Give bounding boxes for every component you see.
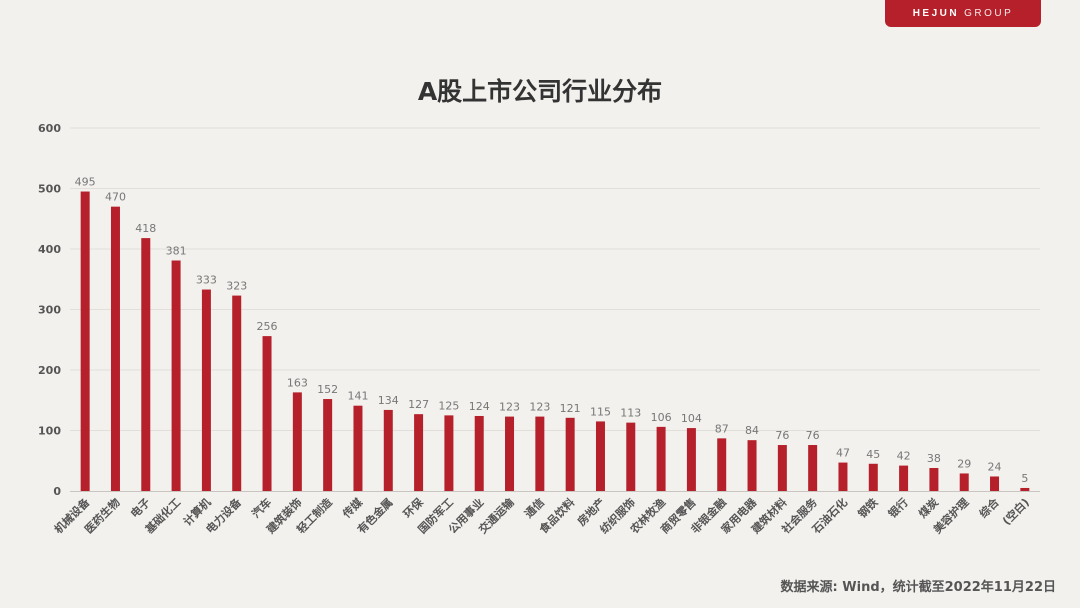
data-label: 24 — [988, 460, 1002, 473]
x-tick-label: 传媒 — [339, 495, 366, 522]
y-tick-label: 300 — [38, 304, 61, 317]
bar — [353, 405, 363, 491]
data-label: 115 — [590, 405, 611, 418]
data-label: 256 — [257, 320, 278, 333]
bar — [232, 295, 242, 491]
bar — [474, 415, 484, 491]
bar — [171, 260, 181, 491]
data-label: 123 — [529, 401, 550, 414]
data-label: 323 — [226, 280, 247, 293]
x-tick-label: 综合 — [976, 495, 1002, 521]
bar — [444, 415, 454, 491]
data-label: 134 — [378, 394, 399, 407]
x-tick-label: (空白) — [999, 495, 1032, 528]
x-tick-label: 通信 — [522, 495, 547, 520]
data-label: 141 — [347, 390, 368, 403]
x-tick-label: 汽车 — [249, 495, 274, 520]
data-label: 29 — [957, 457, 971, 470]
data-label: 84 — [745, 424, 759, 437]
y-tick-label: 600 — [38, 122, 61, 135]
data-label: 47 — [836, 447, 850, 460]
y-tick-label: 400 — [38, 243, 61, 256]
bar — [262, 336, 272, 491]
data-label: 76 — [806, 429, 820, 442]
bar — [141, 238, 151, 491]
data-label: 76 — [775, 429, 789, 442]
bar — [777, 445, 787, 491]
x-tick-label: 煤炭 — [916, 495, 941, 520]
bar — [899, 465, 909, 491]
bar — [595, 421, 605, 491]
bar — [626, 422, 636, 491]
bar — [717, 438, 727, 491]
brand-suffix: GROUP — [964, 8, 1014, 19]
bar — [838, 462, 848, 491]
bar — [535, 416, 545, 491]
data-label: 124 — [469, 400, 490, 413]
bar — [959, 473, 969, 491]
bar — [868, 463, 878, 491]
data-label: 38 — [927, 452, 941, 465]
bar — [686, 428, 696, 491]
data-label: 5 — [1021, 472, 1028, 485]
bar — [292, 392, 302, 491]
x-tick-label: 电子 — [127, 495, 152, 520]
bar — [808, 445, 818, 491]
brand-badge: HEJUN GROUP — [885, 0, 1041, 27]
x-tick-label: 银行 — [885, 495, 910, 520]
data-label: 45 — [866, 448, 880, 461]
data-label: 113 — [620, 407, 641, 420]
bar — [505, 416, 515, 491]
data-label: 333 — [196, 274, 217, 287]
brand-name: HEJUN — [912, 8, 960, 19]
data-label: 127 — [408, 398, 429, 411]
data-label: 121 — [560, 402, 581, 415]
data-label: 123 — [499, 401, 520, 414]
bar — [201, 289, 211, 491]
bar — [565, 417, 575, 491]
data-label: 42 — [897, 450, 911, 463]
bar — [80, 191, 90, 491]
y-tick-label: 100 — [38, 425, 61, 438]
data-label: 87 — [715, 422, 729, 435]
data-label: 125 — [438, 399, 459, 412]
data-label: 418 — [135, 222, 156, 235]
x-tick-label: 环保 — [400, 495, 426, 521]
x-tick-label: 钢铁 — [855, 495, 880, 520]
bar — [110, 206, 120, 491]
y-tick-label: 200 — [38, 364, 61, 377]
bar — [990, 476, 1000, 491]
data-label: 470 — [105, 191, 126, 204]
data-label: 495 — [75, 176, 96, 189]
data-source-note: 数据来源: Wind，统计截至2022年11月22日 — [780, 580, 1056, 595]
data-label: 104 — [681, 412, 702, 425]
bar — [323, 399, 333, 491]
bar — [383, 409, 393, 491]
bar — [929, 468, 939, 491]
y-tick-label: 500 — [38, 183, 61, 196]
data-label: 381 — [166, 244, 187, 257]
data-label: 152 — [317, 383, 338, 396]
data-label: 106 — [651, 411, 672, 424]
bar — [1020, 487, 1030, 491]
y-tick-label: 0 — [53, 485, 61, 498]
bar — [656, 426, 666, 491]
bar — [747, 440, 757, 491]
bar — [414, 414, 424, 491]
data-label: 163 — [287, 376, 308, 389]
chart-title: A股上市公司行业分布 — [417, 77, 663, 106]
